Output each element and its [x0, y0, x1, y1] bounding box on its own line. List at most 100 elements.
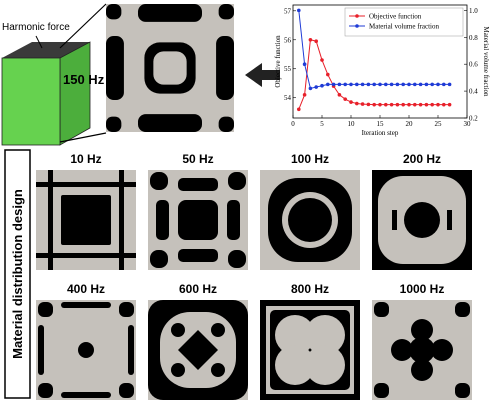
- data-point: [436, 102, 440, 107]
- legend-label: Material volume fraction: [369, 23, 439, 31]
- data-point: [349, 82, 353, 87]
- data-point: [442, 82, 446, 87]
- y-axis-label: Objective function: [274, 35, 282, 88]
- frequency-label: 10 Hz: [70, 152, 101, 166]
- data-point: [360, 82, 365, 87]
- data-point: [326, 82, 330, 87]
- series-line: [298, 39, 450, 110]
- material: [211, 363, 225, 377]
- data-point: [302, 62, 307, 66]
- data-point: [407, 82, 411, 87]
- material: [409, 337, 435, 363]
- frequency-label: 100 Hz: [291, 152, 329, 166]
- material: [455, 302, 470, 317]
- material: [78, 342, 94, 358]
- cube-side: [59, 41, 91, 146]
- material: [38, 302, 53, 317]
- material: [106, 36, 124, 100]
- data-point: [395, 102, 400, 107]
- material: [119, 383, 134, 398]
- data-point: [349, 100, 353, 104]
- material: [119, 170, 124, 270]
- data-point: [372, 82, 377, 87]
- material: [275, 345, 315, 385]
- panel-box: [4, 149, 31, 399]
- material: [178, 330, 218, 370]
- material: [38, 383, 53, 398]
- data-point: [366, 82, 371, 87]
- material: [171, 323, 185, 337]
- y2-tick-label: 0.6: [469, 61, 478, 69]
- data-point: [337, 93, 342, 97]
- y2-tick-label: 0.2: [469, 115, 478, 123]
- data-point: [297, 8, 301, 13]
- data-point: [372, 102, 377, 107]
- material: [153, 51, 187, 85]
- frequency-label: 600 Hz: [179, 282, 217, 296]
- y-tick-label: 56: [284, 36, 292, 44]
- x-tick-label: 30: [464, 120, 472, 128]
- data-point: [366, 102, 371, 107]
- x-tick-label: 15: [377, 120, 385, 128]
- zoom-line: [59, 132, 107, 143]
- material: [305, 345, 345, 385]
- data-point: [401, 102, 406, 107]
- x-tick-label: 10: [348, 120, 356, 128]
- material: [211, 323, 225, 337]
- data-point: [389, 82, 394, 87]
- material: [138, 4, 202, 22]
- material: [106, 116, 122, 132]
- material: [178, 178, 218, 191]
- data-point: [355, 82, 359, 87]
- frequency-label: 1000 Hz: [400, 282, 445, 296]
- x-tick-label: 25: [435, 120, 443, 128]
- material: [411, 359, 433, 381]
- material: [61, 302, 111, 308]
- data-point: [326, 72, 330, 77]
- legend-marker: [355, 14, 359, 18]
- x-axis-label: Iteration step: [362, 129, 399, 137]
- y2-axis-label: Material volume fraction: [482, 27, 490, 97]
- data-point: [436, 82, 440, 87]
- data-point: [320, 83, 324, 88]
- material: [150, 172, 168, 190]
- data-point: [447, 102, 452, 107]
- y2-tick-label: 0.8: [469, 34, 478, 42]
- legend-label: Objective function: [369, 13, 422, 21]
- material: [392, 210, 397, 230]
- material: [216, 36, 234, 100]
- material: [374, 302, 389, 317]
- material: [228, 250, 246, 268]
- material: [411, 319, 433, 341]
- tiles: 10 Hz 50 Hz 100 Hz 200 Hz 400 Hz 600 Hz 800 Hz…: [36, 4, 472, 400]
- material: [431, 339, 453, 361]
- material: [288, 198, 332, 242]
- frequency-label: 150 Hz: [63, 72, 105, 87]
- data-point: [395, 82, 400, 87]
- data-point: [401, 82, 406, 87]
- material: [119, 302, 134, 317]
- material: [455, 383, 470, 398]
- data-point: [331, 82, 336, 87]
- data-point: [378, 102, 382, 107]
- legend-marker: [355, 24, 359, 28]
- material: [227, 200, 240, 240]
- material: [305, 315, 345, 355]
- data-point: [442, 102, 446, 107]
- material: [374, 383, 389, 398]
- material: [36, 182, 136, 187]
- material: [218, 4, 234, 20]
- cube-front: [1, 57, 61, 146]
- frequency-label: 200 Hz: [403, 152, 441, 166]
- material: [138, 114, 202, 132]
- data-point: [297, 107, 301, 112]
- data-point: [430, 82, 435, 87]
- material: [178, 249, 218, 262]
- legend-box: [344, 7, 464, 37]
- data-point: [343, 82, 348, 87]
- cube-top: [2, 42, 90, 58]
- chart: 0 5 10 15 20 25 30 54 55 56 57 0.2 0.4 0.6 0.8 1.0 Itera…: [274, 4, 490, 137]
- data-point: [418, 82, 423, 87]
- material: [48, 170, 53, 270]
